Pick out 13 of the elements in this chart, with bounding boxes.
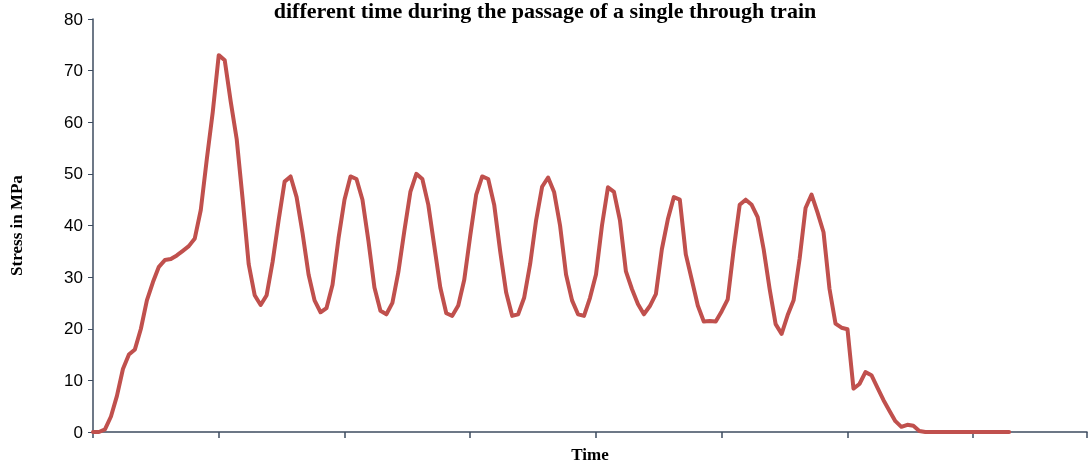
y-tick-label: 20 [64, 319, 83, 339]
x-axis-title: Time [571, 445, 610, 464]
y-tick-label: 50 [64, 164, 83, 184]
y-tick-label: 80 [64, 9, 83, 29]
y-axis-title: Stress in MPa [7, 174, 26, 276]
y-tick-label: 10 [64, 370, 83, 390]
y-tick-label: 70 [64, 61, 83, 81]
y-tick-label: 0 [73, 422, 83, 442]
chart-title: different time during the passage of a single through train [273, 0, 817, 23]
y-tick-label: 40 [64, 216, 83, 235]
y-tick-label: 30 [64, 267, 83, 287]
y-tick-label: 60 [64, 112, 83, 132]
line-series [91, 53, 1012, 434]
